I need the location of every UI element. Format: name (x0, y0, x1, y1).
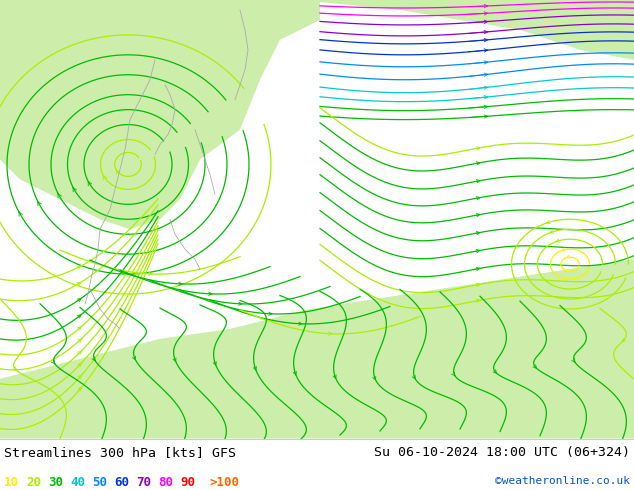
Text: 90: 90 (180, 476, 195, 489)
Text: 30: 30 (48, 476, 63, 489)
Text: 20: 20 (26, 476, 41, 489)
Polygon shape (280, 0, 634, 60)
Text: 40: 40 (70, 476, 85, 489)
Text: >100: >100 (210, 476, 240, 489)
Text: 80: 80 (158, 476, 173, 489)
Text: 70: 70 (136, 476, 151, 489)
Text: 50: 50 (92, 476, 107, 489)
Polygon shape (0, 259, 634, 439)
Text: 10: 10 (4, 476, 19, 489)
Text: 60: 60 (114, 476, 129, 489)
Polygon shape (0, 0, 320, 229)
Text: Streamlines 300 hPa [kts] GFS: Streamlines 300 hPa [kts] GFS (4, 445, 236, 459)
Text: Su 06-10-2024 18:00 UTC (06+324): Su 06-10-2024 18:00 UTC (06+324) (374, 445, 630, 459)
Text: ©weatheronline.co.uk: ©weatheronline.co.uk (495, 476, 630, 486)
